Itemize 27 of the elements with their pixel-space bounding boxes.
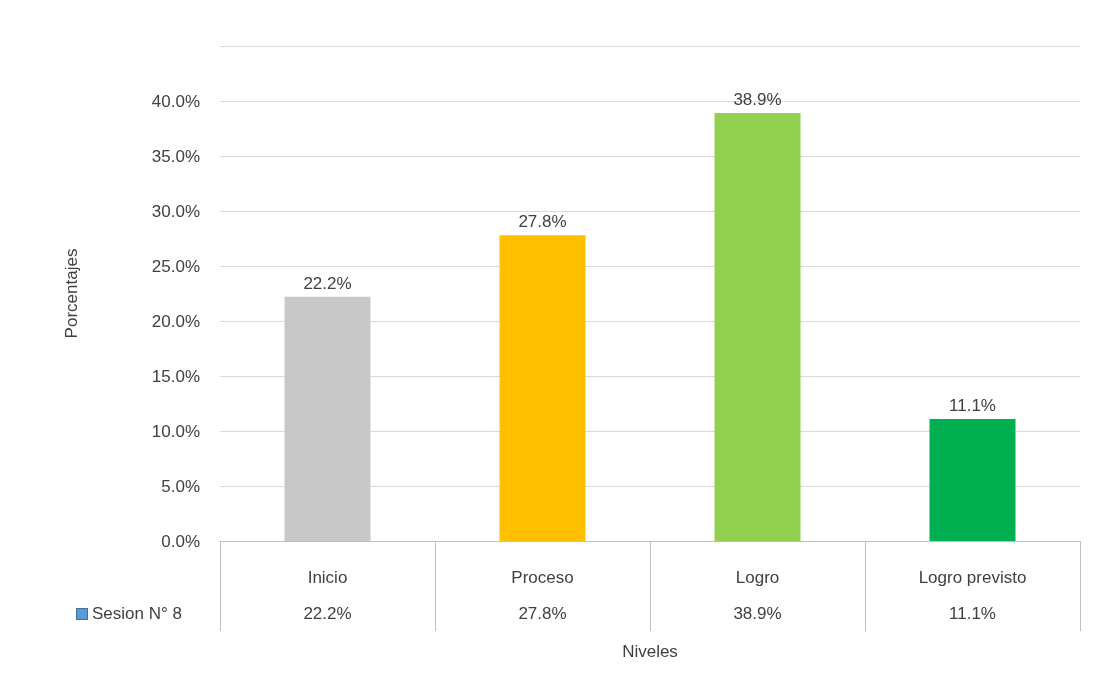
y-axis-title: Porcentajes — [62, 248, 81, 339]
y-tick-label: 5.0% — [161, 476, 200, 496]
bar — [714, 113, 801, 541]
y-tick-label: 30.0% — [151, 201, 200, 221]
text: 11.1% — [949, 395, 996, 415]
data-label: 11.1% — [949, 603, 996, 623]
x-tick-label: Inicio — [307, 568, 348, 587]
text: 38.9% — [733, 90, 782, 110]
y-tick-label: 10.0% — [151, 421, 200, 441]
text: Sesion N° 8 — [92, 604, 182, 624]
data-label: 22.2% — [303, 603, 352, 623]
x-tick-label: Logro previsto — [918, 568, 1027, 587]
bar — [499, 235, 586, 541]
y-tick-label: 15.0% — [151, 366, 200, 386]
y-tick-label: 35.0% — [151, 146, 200, 166]
x-tick-label: Proceso — [511, 568, 574, 587]
x-axis-title: Niveles — [622, 642, 678, 661]
y-tick-label: 40.0% — [151, 91, 200, 111]
y-tick-label: 0.0% — [161, 531, 200, 551]
y-tick-label: 20.0% — [151, 311, 200, 331]
bar — [929, 418, 1016, 541]
y-tick-label: 25.0% — [151, 256, 200, 276]
text: 27.8% — [518, 212, 567, 232]
text: 22.2% — [303, 273, 352, 293]
data-label: 27.8% — [518, 603, 567, 623]
x-tick-label: Logro — [735, 568, 780, 587]
data-label: 38.9% — [733, 603, 782, 623]
